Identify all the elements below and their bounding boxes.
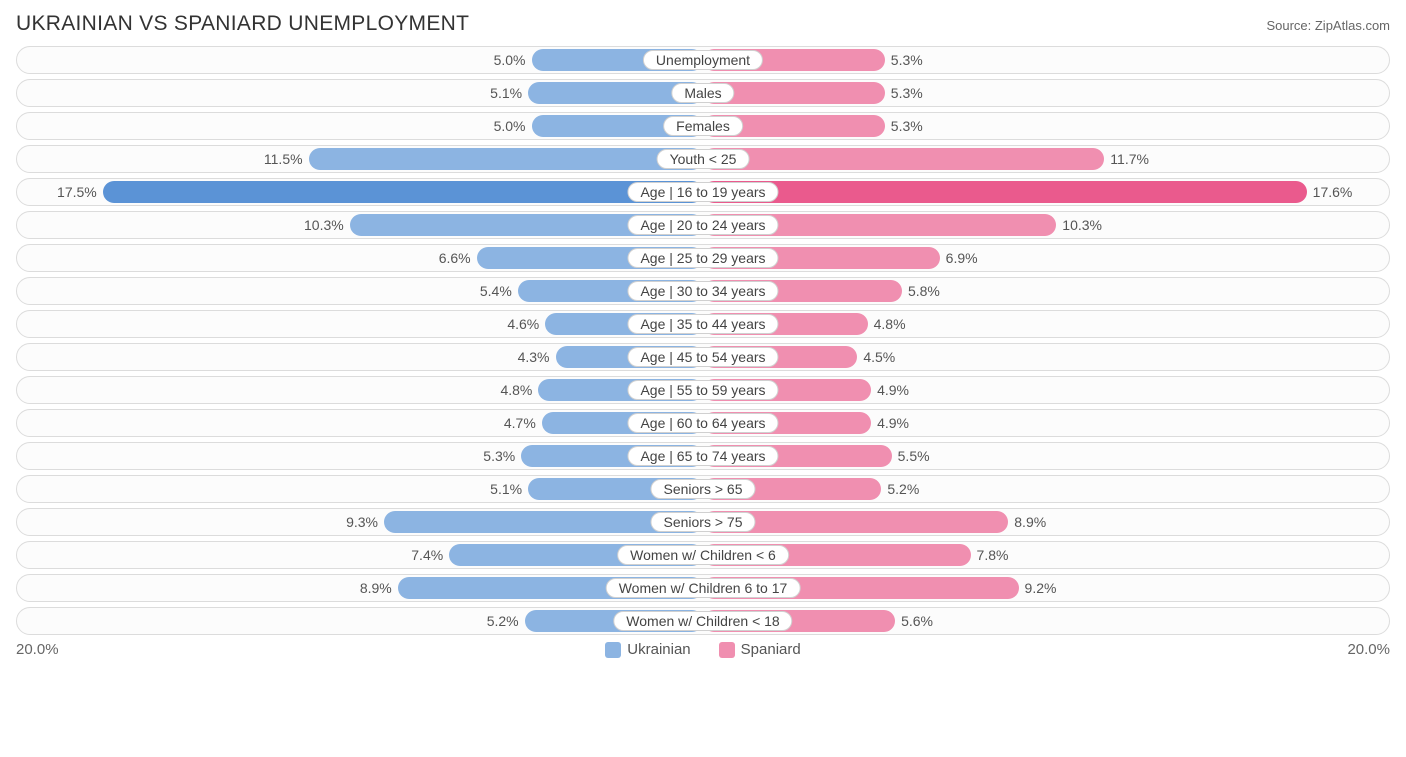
value-ukrainian: 5.0% <box>478 115 532 137</box>
value-spaniard: 11.7% <box>1104 148 1158 170</box>
bar-ukrainian <box>103 181 703 203</box>
chart-source: Source: ZipAtlas.com <box>1266 18 1390 33</box>
category-label: Women w/ Children < 6 <box>617 545 789 565</box>
chart-row: 8.9% 9.2% Women w/ Children 6 to 17 <box>16 574 1390 602</box>
value-ukrainian: 4.6% <box>491 313 545 335</box>
chart-row: 5.1% 5.3% Males <box>16 79 1390 107</box>
value-ukrainian: 11.5% <box>255 148 309 170</box>
value-ukrainian: 5.0% <box>478 49 532 71</box>
value-ukrainian: 10.3% <box>296 214 350 236</box>
value-spaniard: 5.2% <box>881 478 935 500</box>
value-ukrainian: 5.1% <box>474 478 528 500</box>
value-ukrainian: 17.5% <box>49 181 103 203</box>
chart-row: 5.2% 5.6% Women w/ Children < 18 <box>16 607 1390 635</box>
value-spaniard: 4.9% <box>871 412 925 434</box>
category-label: Age | 65 to 74 years <box>627 446 778 466</box>
chart-row: 5.0% 5.3% Females <box>16 112 1390 140</box>
value-spaniard: 4.5% <box>857 346 911 368</box>
category-label: Seniors > 75 <box>651 512 756 532</box>
chart-row: 17.5% 17.6% Age | 16 to 19 years <box>16 178 1390 206</box>
value-spaniard: 5.3% <box>885 49 939 71</box>
axis-max-right: 20.0% <box>1347 641 1390 658</box>
value-spaniard: 6.9% <box>940 247 994 269</box>
category-label: Women w/ Children 6 to 17 <box>606 578 801 598</box>
value-ukrainian: 4.7% <box>488 412 542 434</box>
legend-swatch-ukrainian <box>605 642 621 658</box>
bar-spaniard <box>703 148 1104 170</box>
legend-item-spaniard: Spaniard <box>719 641 801 658</box>
value-ukrainian: 8.9% <box>344 577 398 599</box>
category-label: Age | 20 to 24 years <box>627 215 778 235</box>
value-ukrainian: 5.1% <box>474 82 528 104</box>
category-label: Age | 35 to 44 years <box>627 314 778 334</box>
value-spaniard: 5.3% <box>885 115 939 137</box>
value-spaniard: 5.5% <box>892 445 946 467</box>
chart-title: UKRAINIAN VS SPANIARD UNEMPLOYMENT <box>16 12 469 36</box>
diverging-bar-chart: 5.0% 5.3% Unemployment 5.1% 5.3% Males 5.0% 5.3… <box>16 46 1390 635</box>
category-label: Females <box>663 116 743 136</box>
chart-row: 5.4% 5.8% Age | 30 to 34 years <box>16 277 1390 305</box>
chart-row: 5.3% 5.5% Age | 65 to 74 years <box>16 442 1390 470</box>
value-ukrainian: 6.6% <box>423 247 477 269</box>
value-spaniard: 4.9% <box>871 379 925 401</box>
category-label: Seniors > 65 <box>651 479 756 499</box>
value-ukrainian: 5.4% <box>464 280 518 302</box>
category-label: Age | 55 to 59 years <box>627 380 778 400</box>
axis-max-left: 20.0% <box>16 641 59 658</box>
value-ukrainian: 4.8% <box>484 379 538 401</box>
bar-ukrainian <box>309 148 703 170</box>
value-ukrainian: 4.3% <box>502 346 556 368</box>
legend-item-ukrainian: Ukrainian <box>605 641 690 658</box>
value-spaniard: 5.8% <box>902 280 956 302</box>
chart-header: UKRAINIAN VS SPANIARD UNEMPLOYMENT Sourc… <box>16 12 1390 36</box>
chart-row: 5.0% 5.3% Unemployment <box>16 46 1390 74</box>
chart-row: 4.7% 4.9% Age | 60 to 64 years <box>16 409 1390 437</box>
value-spaniard: 4.8% <box>868 313 922 335</box>
category-label: Youth < 25 <box>657 149 750 169</box>
category-label: Age | 45 to 54 years <box>627 347 778 367</box>
value-spaniard: 7.8% <box>971 544 1025 566</box>
value-spaniard: 17.6% <box>1307 181 1361 203</box>
chart-row: 5.1% 5.2% Seniors > 65 <box>16 475 1390 503</box>
category-label: Age | 60 to 64 years <box>627 413 778 433</box>
category-label: Unemployment <box>643 50 763 70</box>
chart-row: 11.5% 11.7% Youth < 25 <box>16 145 1390 173</box>
chart-row: 4.8% 4.9% Age | 55 to 59 years <box>16 376 1390 404</box>
chart-legend: Ukrainian Spaniard <box>59 641 1348 658</box>
chart-row: 6.6% 6.9% Age | 25 to 29 years <box>16 244 1390 272</box>
value-ukrainian: 5.3% <box>467 445 521 467</box>
value-ukrainian: 5.2% <box>471 610 525 632</box>
chart-footer: 20.0% Ukrainian Spaniard 20.0% <box>16 641 1390 658</box>
value-ukrainian: 7.4% <box>395 544 449 566</box>
value-spaniard: 5.6% <box>895 610 949 632</box>
category-label: Age | 25 to 29 years <box>627 248 778 268</box>
bar-spaniard <box>703 181 1307 203</box>
legend-label-spaniard: Spaniard <box>741 641 801 658</box>
value-spaniard: 8.9% <box>1008 511 1062 533</box>
category-label: Age | 16 to 19 years <box>627 182 778 202</box>
value-spaniard: 9.2% <box>1019 577 1073 599</box>
value-spaniard: 5.3% <box>885 82 939 104</box>
chart-row: 7.4% 7.8% Women w/ Children < 6 <box>16 541 1390 569</box>
value-spaniard: 10.3% <box>1056 214 1110 236</box>
category-label: Age | 30 to 34 years <box>627 281 778 301</box>
chart-row: 9.3% 8.9% Seniors > 75 <box>16 508 1390 536</box>
legend-swatch-spaniard <box>719 642 735 658</box>
legend-label-ukrainian: Ukrainian <box>627 641 690 658</box>
value-ukrainian: 9.3% <box>330 511 384 533</box>
chart-row: 10.3% 10.3% Age | 20 to 24 years <box>16 211 1390 239</box>
chart-row: 4.6% 4.8% Age | 35 to 44 years <box>16 310 1390 338</box>
category-label: Women w/ Children < 18 <box>613 611 792 631</box>
category-label: Males <box>671 83 734 103</box>
chart-row: 4.3% 4.5% Age | 45 to 54 years <box>16 343 1390 371</box>
